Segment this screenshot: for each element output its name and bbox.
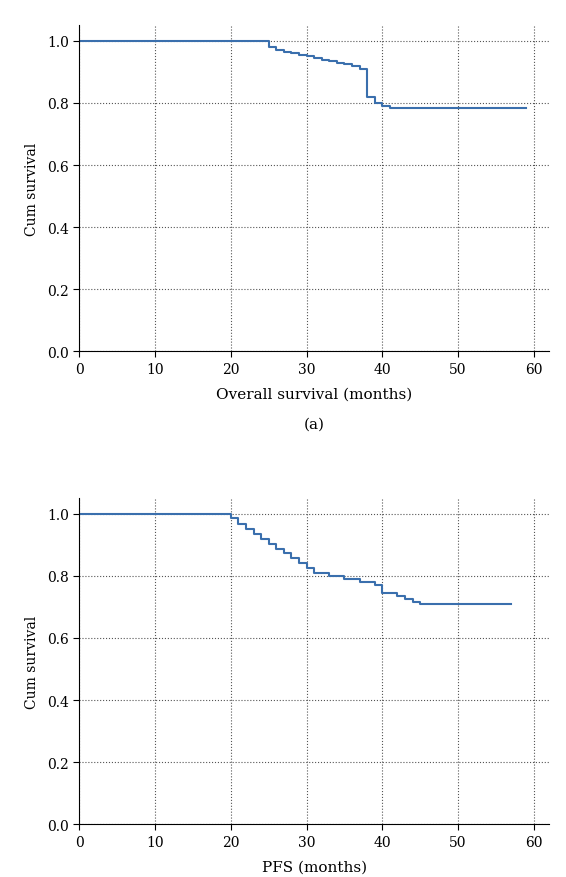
X-axis label: Overall survival (months): Overall survival (months) — [216, 388, 412, 402]
Y-axis label: Cum survival: Cum survival — [24, 143, 38, 236]
Y-axis label: Cum survival: Cum survival — [24, 615, 38, 708]
X-axis label: PFS (months): PFS (months) — [261, 859, 367, 873]
Text: (a): (a) — [303, 417, 325, 431]
